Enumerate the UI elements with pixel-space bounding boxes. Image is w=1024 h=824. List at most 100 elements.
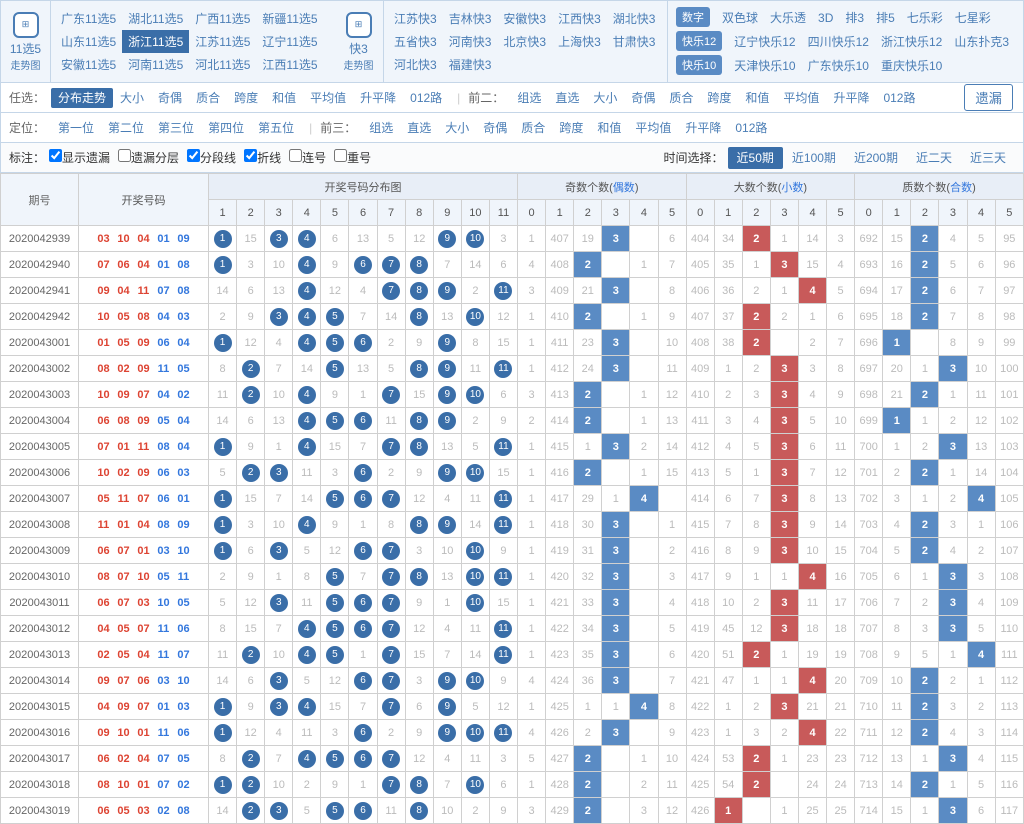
data-row: 2020043018081001070212102917871061428221… — [1, 772, 1024, 798]
filter-btn[interactable]: 直选 — [400, 118, 438, 138]
label-renxuan: 任选： — [9, 89, 45, 106]
filter-btn[interactable]: 分布走势 — [51, 88, 113, 108]
filter-btn[interactable]: 奇偶 — [476, 118, 514, 138]
filter-btn[interactable]: 大小 — [586, 88, 624, 108]
filter-btn[interactable]: 奇偶 — [624, 88, 662, 108]
game-item[interactable]: 广东11选5 — [55, 7, 122, 30]
logo-11x5[interactable]: ⊞11选5走势图 — [1, 1, 51, 82]
filter-btn[interactable]: 第五位 — [251, 118, 301, 138]
game-item[interactable]: 河南11选5 — [122, 53, 189, 76]
game-item[interactable]: 五省快3 — [388, 30, 443, 53]
games-right: 数字双色球大乐透3D排3排5七乐彩七星彩 快乐12辽宁快乐12四川快乐12浙江快… — [667, 1, 1023, 82]
label-qian2: 前二： — [468, 89, 504, 106]
filter-btn[interactable]: 奇偶 — [151, 88, 189, 108]
filter-btn[interactable]: 第一位 — [51, 118, 101, 138]
trend-table: 期号 开奖号码 开奖号码分布图 奇数个数(偶数) 大数个数(小数) 质数个数(合… — [0, 173, 1024, 824]
data-row: 2020043010080710051129185778131011142032… — [1, 564, 1024, 590]
filter-btn[interactable]: 组选 — [362, 118, 400, 138]
tag-k10: 快乐10 — [676, 55, 722, 75]
game-item[interactable]: 山东11选5 — [55, 30, 122, 53]
data-row: 2020043014090706031014635126739109442436… — [1, 668, 1024, 694]
filter-btn[interactable]: 和值 — [265, 88, 303, 108]
games-k3: 江苏快3吉林快3安徽快3江西快3湖北快3 五省快3河南快3北京快3上海快3甘肃快3… — [384, 1, 667, 82]
game-item[interactable]: 江苏11选5 — [189, 30, 256, 53]
data-row: 2020043001010509060411244562998151411233… — [1, 330, 1024, 356]
filter-btn[interactable]: 012路 — [728, 118, 774, 138]
filter-btn[interactable]: 第三位 — [151, 118, 201, 138]
game-item[interactable]: 湖北11选5 — [122, 7, 189, 30]
game-item[interactable]: 江苏快3 — [388, 7, 443, 30]
filter-btn[interactable]: 和值 — [590, 118, 628, 138]
header-nav: ⊞11选5走势图 广东11选5湖北11选5广西11选5新疆11选5 山东11选5浙… — [0, 0, 1024, 83]
label-qian3: 前三： — [320, 119, 356, 136]
filter-btn[interactable]: 跨度 — [552, 118, 590, 138]
data-row: 2020043006100209060352311362991015141621… — [1, 460, 1024, 486]
logo-k3[interactable]: ⊞快3走势图 — [334, 1, 384, 82]
filter-row2: 定位： 第一位第二位第三位第四位第五位| 前三： 组选直选大小奇偶质合跨度和值平… — [0, 113, 1024, 143]
game-item[interactable]: 河北快3 — [388, 53, 443, 76]
data-row: 2020043011060703100551231156791101514213… — [1, 590, 1024, 616]
data-row: 2020043013020504110711210451715714111423… — [1, 642, 1024, 668]
game-item[interactable]: 甘肃快3 — [607, 30, 662, 53]
filter-btn[interactable]: 跨度 — [700, 88, 738, 108]
game-item[interactable]: 湖北快3 — [607, 7, 662, 30]
data-row: 2020042939031004010911534613512910314071… — [1, 226, 1024, 252]
filter-row1: 任选： 分布走势大小奇偶质合跨度和值平均值升平降012路| 前二： 组选直选大小… — [0, 83, 1024, 113]
tag-k12: 快乐12 — [676, 31, 722, 51]
filter-btn[interactable]: 第四位 — [201, 118, 251, 138]
data-row: 2020043015040907010319341577695121425114… — [1, 694, 1024, 720]
data-row: 2020043012040507110681574567124111114223… — [1, 616, 1024, 642]
filter-btn[interactable]: 质合 — [189, 88, 227, 108]
filter-btn[interactable]: 组选 — [510, 88, 548, 108]
game-item[interactable]: 辽宁11选5 — [256, 30, 323, 53]
label-time: 时间选择： — [664, 149, 724, 166]
filter-btn[interactable]: 第二位 — [101, 118, 151, 138]
miss-button[interactable]: 遗漏 — [964, 84, 1013, 111]
col-big: 大数个数(小数) — [686, 174, 855, 200]
game-item[interactable]: 江西11选5 — [256, 53, 323, 76]
col-prime: 质数个数(合数) — [855, 174, 1024, 200]
col-period: 期号 — [1, 174, 79, 226]
tag-num: 数字 — [676, 7, 710, 27]
filter-btn[interactable]: 平均值 — [628, 118, 678, 138]
game-item[interactable]: 河南快3 — [443, 30, 498, 53]
label-biaozhu: 标注： — [9, 149, 45, 166]
filter-btn[interactable]: 平均值 — [776, 88, 826, 108]
filter-btn[interactable]: 质合 — [514, 118, 552, 138]
filter-btn[interactable]: 直选 — [548, 88, 586, 108]
games-11x5: 广东11选5湖北11选5广西11选5新疆11选5 山东11选5浙江11选5江苏11… — [51, 1, 334, 82]
game-item[interactable]: 上海快3 — [552, 30, 607, 53]
game-item[interactable]: 新疆11选5 — [256, 7, 323, 30]
filter-btn[interactable]: 大小 — [438, 118, 476, 138]
filter-btn[interactable]: 升平降 — [826, 88, 876, 108]
game-item[interactable]: 吉林快3 — [443, 7, 498, 30]
filter-btn[interactable]: 升平降 — [353, 88, 403, 108]
filter-btn[interactable]: 跨度 — [227, 88, 265, 108]
data-row: 2020042940070604010813104967871464408217… — [1, 252, 1024, 278]
filter-btn[interactable]: 012路 — [876, 88, 922, 108]
filter-btn[interactable]: 大小 — [113, 88, 151, 108]
data-row: 2020043016091001110611241136299101144262… — [1, 720, 1024, 746]
data-row: 2020043008110104080913104918891411141830… — [1, 512, 1024, 538]
label-dingwei: 定位： — [9, 119, 45, 136]
filter-btn[interactable]: 升平降 — [678, 118, 728, 138]
game-item[interactable]: 安徽快3 — [497, 7, 552, 30]
data-row: 2020042941090411070814613412478921134092… — [1, 278, 1024, 304]
game-item[interactable]: 福建快3 — [443, 53, 498, 76]
game-item[interactable]: 浙江11选5 — [122, 30, 189, 53]
filter-btn[interactable]: 012路 — [403, 88, 449, 108]
col-odd: 奇数个数(偶数) — [518, 174, 687, 200]
data-row: 2020043017060204070582745671241135427211… — [1, 746, 1024, 772]
game-item[interactable]: 河北11选5 — [189, 53, 256, 76]
game-item[interactable]: 安徽11选5 — [55, 53, 122, 76]
game-item[interactable]: 北京快3 — [497, 30, 552, 53]
filter-btn[interactable]: 和值 — [738, 88, 776, 108]
options-bar: 标注：显示遗漏遗漏分层分段线折线连号重号 时间选择：近50期近100期近200期… — [0, 143, 1024, 173]
filter-btn[interactable]: 平均值 — [303, 88, 353, 108]
game-item[interactable]: 广西11选5 — [189, 7, 256, 30]
game-item[interactable]: 江西快3 — [552, 7, 607, 30]
filter-btn[interactable]: 质合 — [662, 88, 700, 108]
data-row: 2020043009060701031016351267310109141931… — [1, 538, 1024, 564]
data-row: 2020043004060809050414613456118929241421… — [1, 408, 1024, 434]
data-row: 2020043005070111080419141577813511141513… — [1, 434, 1024, 460]
